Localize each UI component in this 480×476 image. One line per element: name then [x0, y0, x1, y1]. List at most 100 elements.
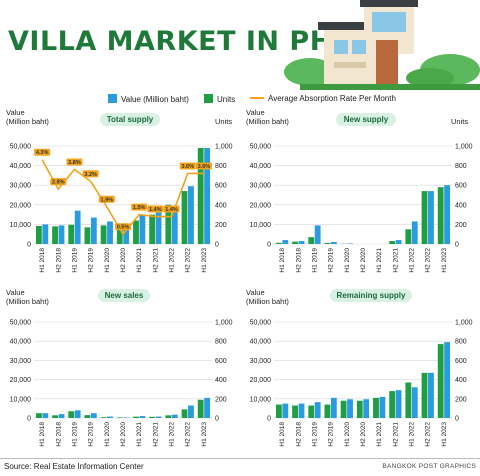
bar-value [197, 147, 204, 244]
x-tick-label: H1 2023 [201, 422, 208, 447]
x-tick-label: H2 2021 [152, 248, 159, 273]
x-tick-label: H2 2020 [120, 248, 127, 273]
x-tick-label: H2 2022 [425, 248, 432, 273]
y-tick-label: 40,000 [10, 163, 32, 170]
y-tick-label: 20,000 [250, 377, 272, 384]
y2-axis-label: Units [451, 117, 469, 126]
chart-title: New supply [336, 113, 396, 126]
footer-divider [0, 458, 480, 459]
bar-units [314, 225, 321, 244]
chart-new-supply: Value (Million baht) Units New supply 0 0 1… [240, 108, 480, 278]
y2-tick-label: 400 [455, 202, 467, 209]
bar-units [171, 414, 178, 418]
bar-units [411, 221, 418, 244]
x-tick-label: H2 2022 [425, 422, 432, 447]
bar-units [363, 399, 370, 418]
y-axis-label: Value (Million baht) [246, 108, 289, 126]
bar-value [181, 409, 188, 418]
y-axis-label: Value (Million baht) [6, 108, 49, 126]
bar-value [52, 415, 58, 418]
y2-tick-label: 1,000 [215, 144, 233, 151]
x-tick-label: H1 2021 [136, 248, 143, 273]
bar-units [155, 416, 162, 418]
y-tick-label: 30,000 [250, 183, 272, 190]
x-tick-label: H2 2018 [295, 248, 302, 273]
bar-value [149, 214, 156, 244]
bar-value [437, 187, 444, 244]
bar-value [165, 415, 172, 418]
legend: Value (Million baht) Units Average Absor… [0, 92, 480, 106]
x-tick-label: H1 2023 [201, 248, 208, 273]
rate-data-label: 1.9% [101, 197, 114, 203]
y2-tick-label: 400 [455, 377, 467, 384]
y2-tick-label: 400 [215, 377, 227, 384]
legend-swatch-units [204, 94, 213, 103]
y-tick-label: 40,000 [250, 339, 272, 346]
bar-units [139, 214, 146, 244]
bar-units [347, 399, 353, 418]
rate-label-box [50, 178, 67, 186]
bar-units [107, 221, 113, 244]
bar-units [188, 405, 194, 418]
x-tick-label: H2 2022 [185, 422, 192, 447]
chart-svg: 0 0 10,000 200 20,000 400 30,000 600 40,000 800 50… [250, 320, 473, 447]
y-tick-label: 0 [27, 416, 31, 423]
y2-tick-label: 600 [455, 183, 467, 190]
y-tick-label: 0 [267, 416, 271, 423]
y-axis-label-line-2: (Million baht) [246, 297, 289, 306]
chart-svg: 0 0 10,000 200 20,000 400 30,000 600 40,000 800 50… [250, 144, 473, 273]
x-tick-label: H1 2019 [311, 248, 318, 273]
y2-tick-label: 600 [455, 358, 467, 365]
x-tick-label: H2 2022 [185, 248, 192, 273]
y-tick-label: 0 [27, 242, 31, 249]
rate-data-label: 1.4% [165, 207, 178, 213]
y-axis-label-line-2: (Million baht) [6, 117, 49, 126]
bar-value [389, 241, 396, 244]
y2-tick-label: 1,000 [215, 320, 233, 327]
bar-value [52, 226, 58, 244]
rate-data-label: 2.8% [52, 180, 65, 186]
y2-tick-label: 800 [455, 339, 467, 346]
legend-item-units: Units [204, 94, 235, 104]
bar-units [395, 390, 402, 418]
x-tick-label: H2 2019 [88, 422, 95, 447]
legend-item-value: Value (Million baht) [108, 94, 189, 104]
bar-units [58, 414, 65, 418]
x-tick-label: H2 2018 [55, 248, 62, 273]
x-tick-label: H1 2022 [169, 248, 176, 273]
x-tick-label: H1 2022 [409, 248, 416, 273]
villa-illustration-icon [284, 0, 480, 90]
rate-label-box [179, 162, 196, 170]
bar-units [188, 186, 194, 244]
credit: BANGKOK POST GRAPHICS [382, 463, 476, 470]
x-tick-label: H1 2018 [39, 248, 46, 273]
bar-units [428, 191, 434, 244]
bar-units [330, 397, 337, 418]
bar-value [373, 397, 379, 418]
y2-tick-label: 200 [215, 396, 227, 403]
bar-units [411, 387, 418, 418]
bar-units [395, 240, 402, 244]
bar-units [444, 342, 451, 418]
y-tick-label: 30,000 [10, 358, 32, 365]
rate-label-box [131, 203, 148, 211]
rate-label-box [163, 205, 180, 213]
bar-units [107, 416, 113, 418]
x-tick-label: H2 2019 [328, 422, 335, 447]
bar-value [133, 416, 139, 418]
x-tick-label: H2 2020 [360, 248, 367, 273]
x-tick-label: H1 2021 [136, 422, 143, 447]
bar-value [68, 224, 75, 244]
chart-new-sales: Value (Million baht) New sales 0 0 10,000 20… [0, 286, 240, 456]
y2-axis-label: Units [215, 117, 233, 126]
legend-swatch-rate [250, 97, 264, 99]
y2-tick-label: 200 [455, 396, 467, 403]
y2-tick-label: 600 [215, 358, 227, 365]
x-tick-label: H1 2018 [279, 248, 286, 273]
y2-tick-label: 0 [215, 242, 219, 249]
x-tick-label: H1 2022 [409, 422, 416, 447]
y-tick-label: 50,000 [10, 144, 32, 151]
x-tick-label: H1 2019 [71, 248, 78, 273]
y-tick-label: 20,000 [250, 202, 272, 209]
header: VILLA MARKET IN PHUKET [0, 0, 480, 90]
